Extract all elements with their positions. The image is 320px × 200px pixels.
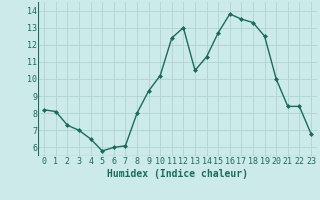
X-axis label: Humidex (Indice chaleur): Humidex (Indice chaleur) <box>107 169 248 179</box>
